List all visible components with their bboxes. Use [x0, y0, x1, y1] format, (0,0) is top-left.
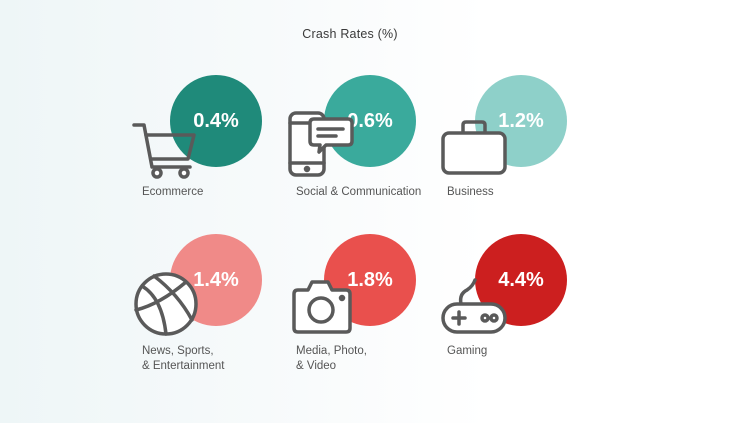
camera-icon — [292, 280, 352, 334]
chart-title: Crash Rates (%) — [302, 27, 398, 41]
category-label: Media, Photo, & Video — [296, 345, 367, 372]
category-label: Business — [447, 186, 494, 198]
briefcase-icon — [441, 120, 507, 175]
phone-chat-icon — [288, 111, 354, 177]
category-media-photo-video: 1.8% Media, Photo, & Video — [286, 234, 436, 384]
category-ecommerce: 0.4% Ecommerce — [132, 75, 282, 225]
category-label: Gaming — [447, 345, 488, 357]
category-gaming: 4.4% Gaming — [437, 234, 587, 384]
category-label: Ecommerce — [142, 186, 204, 198]
category-label: Social & Communication — [296, 186, 422, 198]
value-bubble: 1.2% — [475, 75, 567, 167]
category-label: News, Sports, & Entertainment — [142, 345, 225, 372]
category-news-sports-entertainment: 1.4% News, Sports, & Entertainment — [132, 234, 282, 384]
value-bubble: 0.4% — [170, 75, 262, 167]
category-business: 1.2% Business — [437, 75, 587, 225]
shopping-cart-icon — [132, 123, 196, 179]
basketball-icon — [134, 272, 198, 336]
gamepad-icon — [441, 278, 507, 334]
category-social-communication: 0.6% Social & Communication — [286, 75, 436, 225]
